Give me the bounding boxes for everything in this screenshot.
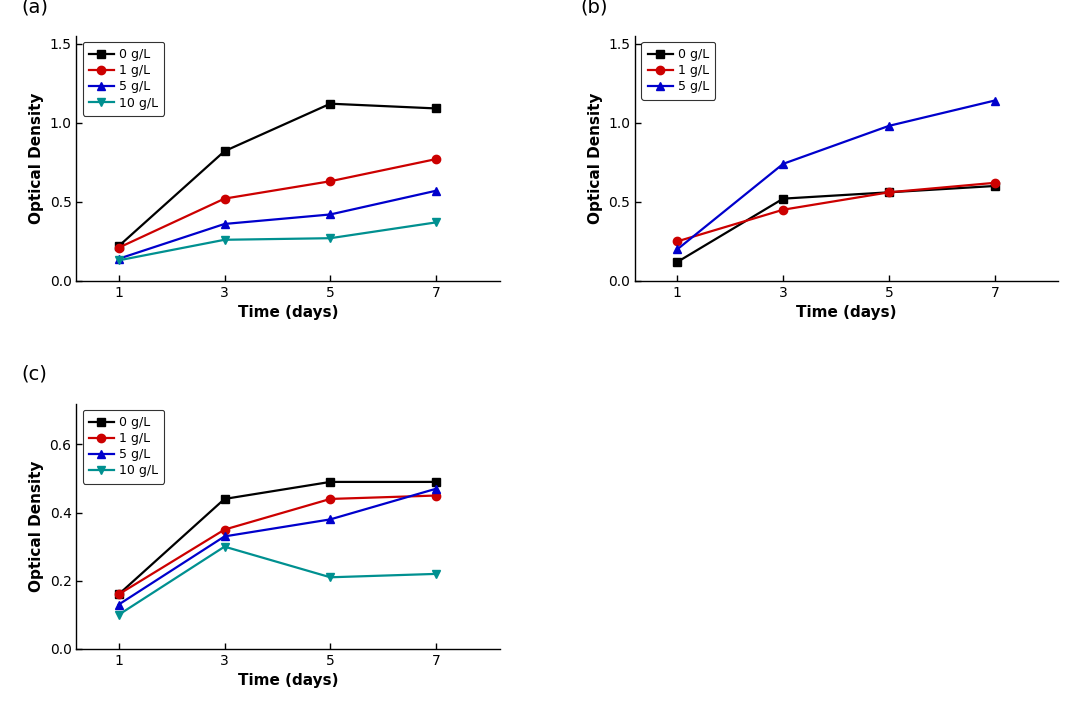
0 g/L [883, 188, 896, 197]
Line: 1 g/L: 1 g/L [115, 491, 441, 598]
1 g/L [777, 205, 790, 214]
5 g/L [324, 210, 337, 219]
0 g/L [430, 104, 443, 113]
0 g/L [218, 147, 231, 155]
Line: 5 g/L: 5 g/L [115, 187, 441, 263]
0 g/L [324, 478, 337, 486]
Line: 1 g/L: 1 g/L [115, 155, 441, 252]
10 g/L [112, 256, 125, 265]
10 g/L [112, 610, 125, 619]
Line: 0 g/L: 0 g/L [115, 478, 441, 598]
Line: 1 g/L: 1 g/L [673, 179, 999, 245]
0 g/L [324, 99, 337, 108]
Line: 10 g/L: 10 g/L [115, 543, 441, 619]
1 g/L [883, 188, 896, 197]
1 g/L [988, 178, 1002, 187]
5 g/L [112, 255, 125, 263]
10 g/L [218, 235, 231, 244]
5 g/L [112, 600, 125, 609]
Line: 10 g/L: 10 g/L [115, 218, 441, 265]
5 g/L [777, 160, 790, 168]
Line: 5 g/L: 5 g/L [673, 96, 999, 253]
Text: (a): (a) [22, 0, 48, 16]
5 g/L [218, 532, 231, 540]
10 g/L [324, 234, 337, 242]
Legend: 0 g/L, 1 g/L, 5 g/L: 0 g/L, 1 g/L, 5 g/L [642, 42, 715, 100]
Text: (c): (c) [22, 365, 47, 384]
Text: (b): (b) [580, 0, 608, 16]
Line: 0 g/L: 0 g/L [115, 100, 441, 250]
0 g/L [218, 495, 231, 503]
1 g/L [430, 491, 443, 500]
0 g/L [112, 242, 125, 250]
5 g/L [988, 96, 1002, 105]
Line: 0 g/L: 0 g/L [673, 182, 999, 266]
Legend: 0 g/L, 1 g/L, 5 g/L, 10 g/L: 0 g/L, 1 g/L, 5 g/L, 10 g/L [83, 410, 165, 483]
5 g/L [671, 245, 684, 254]
5 g/L [430, 186, 443, 195]
0 g/L [112, 590, 125, 599]
10 g/L [430, 218, 443, 227]
5 g/L [883, 122, 896, 130]
0 g/L [777, 195, 790, 203]
Line: 5 g/L: 5 g/L [115, 485, 441, 609]
1 g/L [430, 155, 443, 163]
5 g/L [324, 515, 337, 523]
1 g/L [324, 177, 337, 185]
Y-axis label: Optical Density: Optical Density [29, 93, 44, 224]
Y-axis label: Optical Density: Optical Density [588, 93, 602, 224]
1 g/L [671, 237, 684, 246]
10 g/L [218, 543, 231, 551]
1 g/L [218, 195, 231, 203]
Legend: 0 g/L, 1 g/L, 5 g/L, 10 g/L: 0 g/L, 1 g/L, 5 g/L, 10 g/L [83, 42, 165, 116]
5 g/L [218, 220, 231, 228]
1 g/L [112, 243, 125, 252]
1 g/L [324, 495, 337, 503]
10 g/L [324, 573, 337, 582]
1 g/L [218, 525, 231, 534]
0 g/L [671, 257, 684, 266]
1 g/L [112, 590, 125, 599]
X-axis label: Time (days): Time (days) [238, 673, 338, 688]
0 g/L [430, 478, 443, 486]
X-axis label: Time (days): Time (days) [238, 305, 338, 320]
Y-axis label: Optical Density: Optical Density [29, 461, 44, 592]
0 g/L [988, 182, 1002, 190]
5 g/L [430, 484, 443, 493]
10 g/L [430, 570, 443, 578]
X-axis label: Time (days): Time (days) [796, 305, 897, 320]
